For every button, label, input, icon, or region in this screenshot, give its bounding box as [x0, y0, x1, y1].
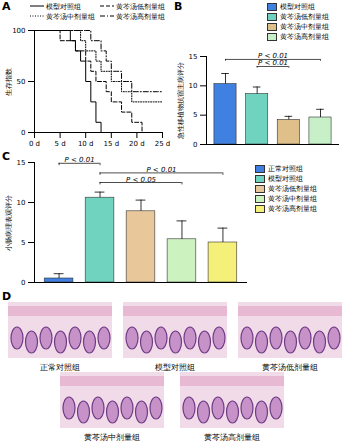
- html-text:黄芩汤中剂量组: 黄芩汤中剂量组: [280, 23, 329, 31]
- svg-text:P < 0.01: P < 0.01: [258, 59, 288, 67]
- html-text:模型对照组: 模型对照组: [280, 3, 315, 11]
- svg-text:P < 0.01: P < 0.01: [146, 166, 176, 174]
- svg-text:15: 15: [17, 159, 26, 167]
- html-text:B: B: [174, 0, 183, 13]
- svg-text:0: 0: [193, 141, 197, 149]
- html-text:模型对照组: 模型对照组: [268, 175, 303, 183]
- html-text:C: C: [2, 150, 11, 163]
- html-text:A: A: [2, 0, 11, 13]
- svg-text:急性移植物抗宿主病评分: 急性移植物抗宿主病评分: [177, 62, 185, 140]
- svg-text:P < 0.05: P < 0.05: [126, 176, 157, 184]
- html-text:正常对照组: 正常对照组: [268, 165, 303, 173]
- svg-text:20 d: 20 d: [129, 140, 145, 148]
- html-text:黄芩汤低剂量组: 黄芩汤低剂量组: [280, 13, 329, 21]
- svg-text:15 d: 15 d: [104, 140, 120, 148]
- html-text:黄芩汤低剂量组: 黄芩汤低剂量组: [116, 3, 165, 11]
- svg-text:生存指数: 生存指数: [5, 68, 13, 96]
- svg-text:10 d: 10 d: [78, 140, 94, 148]
- svg-text:50: 50: [17, 78, 26, 86]
- html-text:黄芩汤高剂量组: 黄芩汤高剂量组: [116, 13, 165, 21]
- svg-text:5 d: 5 d: [55, 140, 66, 148]
- svg-text:0 d: 0 d: [29, 140, 40, 148]
- html-text:黄芩汤高剂量组: 黄芩汤高剂量组: [280, 33, 329, 41]
- html-text:D: D: [2, 290, 12, 303]
- svg-text:100: 100: [12, 27, 25, 35]
- svg-text:10: 10: [17, 199, 26, 207]
- svg-text:P < 0.01: P < 0.01: [64, 156, 94, 164]
- html-text:正常对照组: 正常对照组: [40, 363, 80, 372]
- html-text:黄芩汤低剂量组: 黄芩汤低剂量组: [268, 185, 317, 193]
- svg-text:5: 5: [21, 239, 25, 247]
- svg-text:15: 15: [189, 53, 198, 61]
- svg-text:0: 0: [21, 129, 25, 137]
- html-text:模型对照组: 模型对照组: [46, 3, 81, 11]
- html-text:黄芩汤高剂量组: 黄芩汤高剂量组: [268, 205, 317, 213]
- html-text:黄芩汤中剂量组: 黄芩汤中剂量组: [268, 195, 317, 203]
- html-text:黄芩汤中剂量组: 黄芩汤中剂量组: [46, 13, 95, 21]
- html-text:黄芩汤中剂量组: 黄芩汤中剂量组: [84, 433, 140, 442]
- svg-text:小肠病理表观评分: 小肠病理表观评分: [5, 195, 13, 251]
- html-text:黄芩汤低剂量组: 黄芩汤低剂量组: [262, 363, 318, 372]
- svg-text:0: 0: [21, 279, 25, 287]
- svg-text:25 d: 25 d: [155, 140, 171, 148]
- svg-text:10: 10: [189, 82, 198, 90]
- html-text:黄芩汤高剂量组: 黄芩汤高剂量组: [204, 433, 260, 442]
- html-text:模型对照组: 模型对照组: [155, 363, 195, 372]
- svg-text:P < 0.01: P < 0.01: [257, 52, 289, 61]
- svg-text:5: 5: [193, 111, 197, 119]
